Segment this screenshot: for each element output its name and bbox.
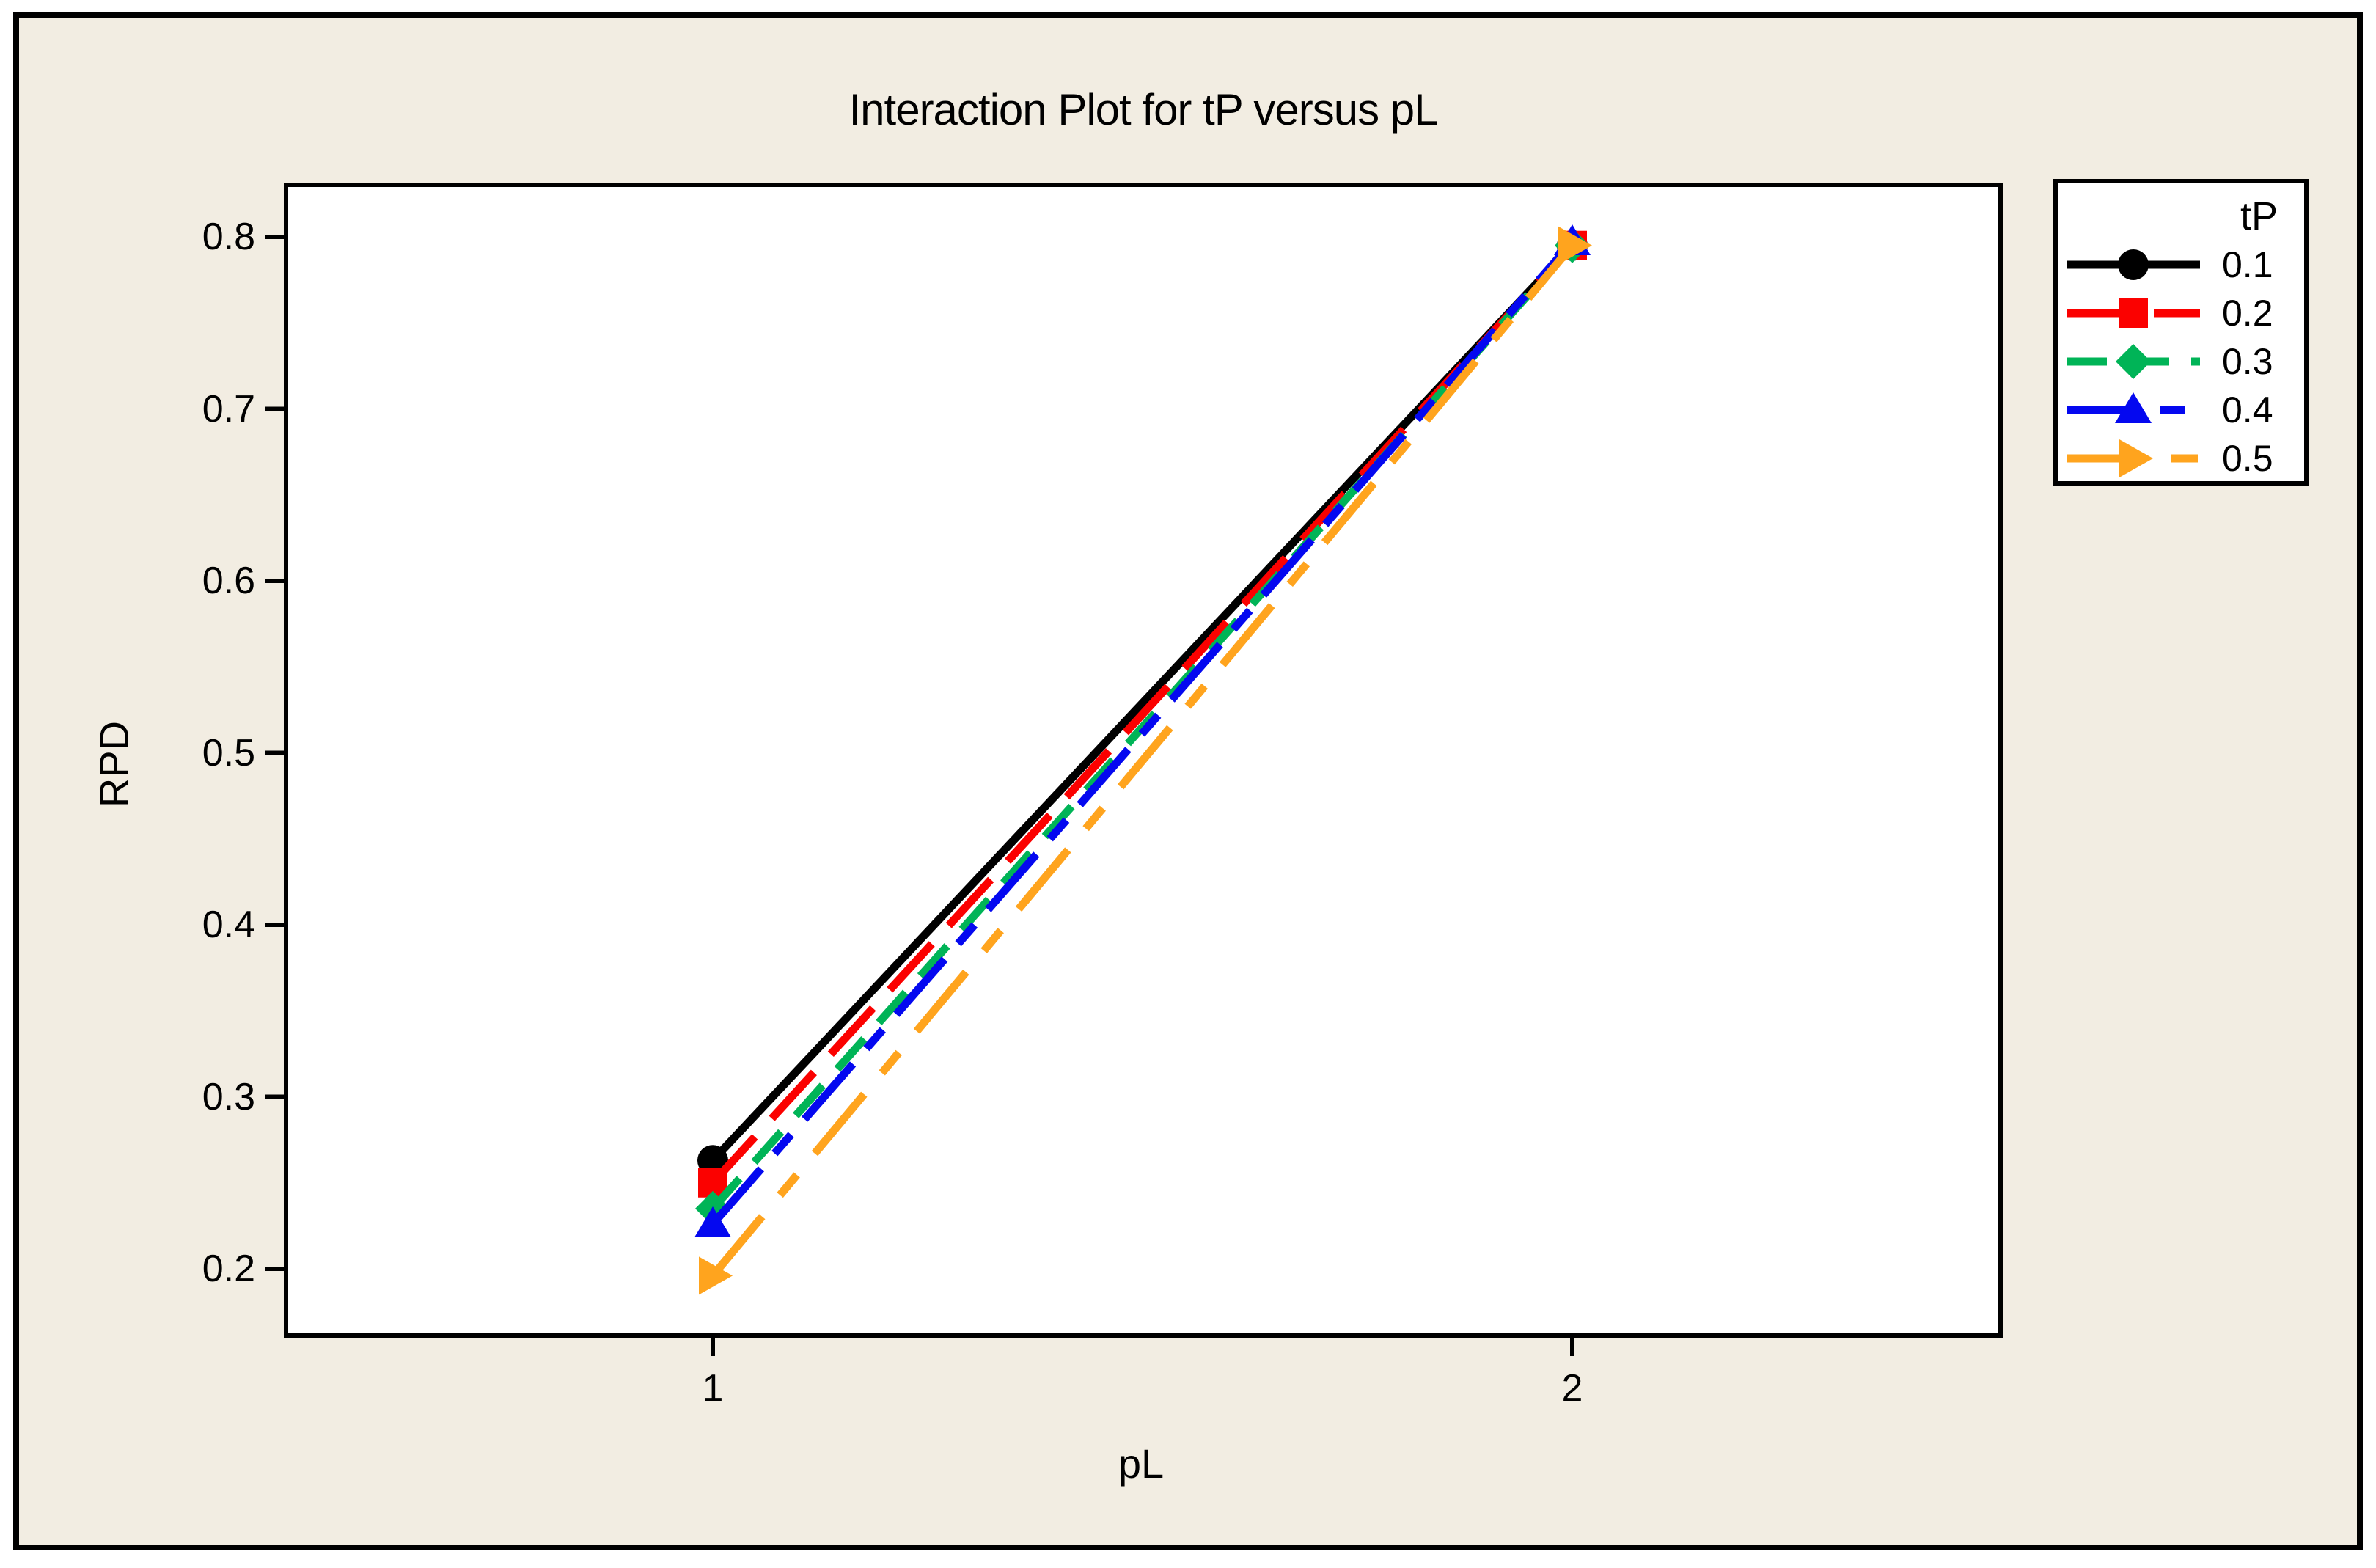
triangle-right-marker bbox=[699, 1256, 733, 1295]
diamond-marker bbox=[2116, 344, 2151, 379]
triangle-up-marker bbox=[694, 1206, 731, 1238]
legend-label: 0.1 bbox=[2222, 244, 2273, 285]
legend-item-0.2: 0.2 bbox=[2064, 290, 2301, 336]
chart-title: Interaction Plot for tP versus pL bbox=[848, 85, 1439, 134]
triangle-right-marker bbox=[2119, 439, 2153, 477]
y-tick-label: 0.7 bbox=[202, 387, 255, 431]
legend-label: 0.5 bbox=[2222, 438, 2273, 479]
y-tick-label: 0.3 bbox=[202, 1075, 255, 1118]
y-tick-label: 0.2 bbox=[202, 1248, 255, 1290]
series-line-0.5 bbox=[709, 243, 1576, 1278]
legend-item-0.5: 0.5 bbox=[2064, 436, 2301, 481]
x-tick-label: 1 bbox=[702, 1367, 724, 1410]
y-tick-label: 0.4 bbox=[202, 904, 255, 946]
legend-item-0.1: 0.1 bbox=[2064, 242, 2301, 287]
triangle-right-marker bbox=[1558, 226, 1592, 265]
legend-sample-circle bbox=[2067, 249, 2200, 280]
legend-item-0.4: 0.4 bbox=[2064, 387, 2301, 433]
legend-label: 0.4 bbox=[2222, 389, 2273, 431]
legend-item-0.3: 0.3 bbox=[2064, 339, 2301, 384]
legend-title: tP bbox=[2240, 194, 2278, 238]
legend-label: 0.2 bbox=[2222, 293, 2273, 334]
legend-box: tP 0.1 0.2 0.3 0.4 0.5 bbox=[2053, 179, 2309, 486]
square-marker bbox=[2119, 298, 2148, 328]
x-axis-title: pL bbox=[1118, 1440, 1165, 1487]
y-tick-label: 0.8 bbox=[202, 216, 255, 258]
y-tick-label: 0.5 bbox=[202, 731, 255, 774]
legend-sample-diamond bbox=[2067, 344, 2200, 379]
legend-label: 0.3 bbox=[2222, 341, 2273, 382]
legend-sample-square bbox=[2067, 298, 2200, 328]
x-tick-label: 2 bbox=[1561, 1367, 1583, 1410]
triangle-up-marker bbox=[2115, 392, 2152, 423]
legend-sample-triangle-up bbox=[2067, 392, 2200, 423]
circle-marker bbox=[2118, 249, 2149, 280]
series-line-0.4 bbox=[709, 239, 1576, 1227]
y-tick-label: 0.6 bbox=[202, 560, 255, 602]
legend-sample-triangle-right bbox=[2067, 439, 2200, 477]
